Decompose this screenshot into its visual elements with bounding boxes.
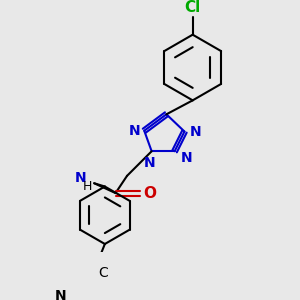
Text: N: N (129, 124, 140, 138)
Text: N: N (144, 156, 156, 170)
Text: N: N (75, 171, 87, 185)
Text: N: N (180, 151, 192, 165)
Text: N: N (55, 289, 66, 300)
Text: H: H (83, 180, 92, 193)
Text: Cl: Cl (184, 0, 201, 15)
Text: C: C (98, 266, 108, 280)
Text: O: O (143, 186, 157, 201)
Text: N: N (189, 124, 201, 139)
